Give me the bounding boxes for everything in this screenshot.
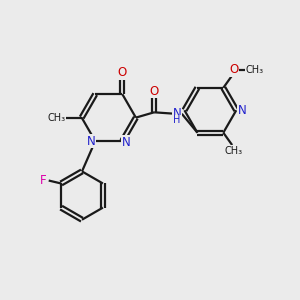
Text: N: N	[87, 135, 95, 148]
Text: O: O	[149, 85, 159, 98]
Text: H: H	[173, 115, 181, 125]
Text: CH₃: CH₃	[246, 64, 264, 75]
Text: O: O	[229, 63, 238, 76]
Text: N: N	[172, 107, 181, 120]
Text: O: O	[118, 67, 127, 80]
Text: CH₃: CH₃	[48, 112, 66, 123]
Text: N: N	[238, 104, 247, 117]
Text: N: N	[122, 136, 131, 149]
Text: CH₃: CH₃	[225, 146, 243, 156]
Text: F: F	[40, 174, 47, 187]
